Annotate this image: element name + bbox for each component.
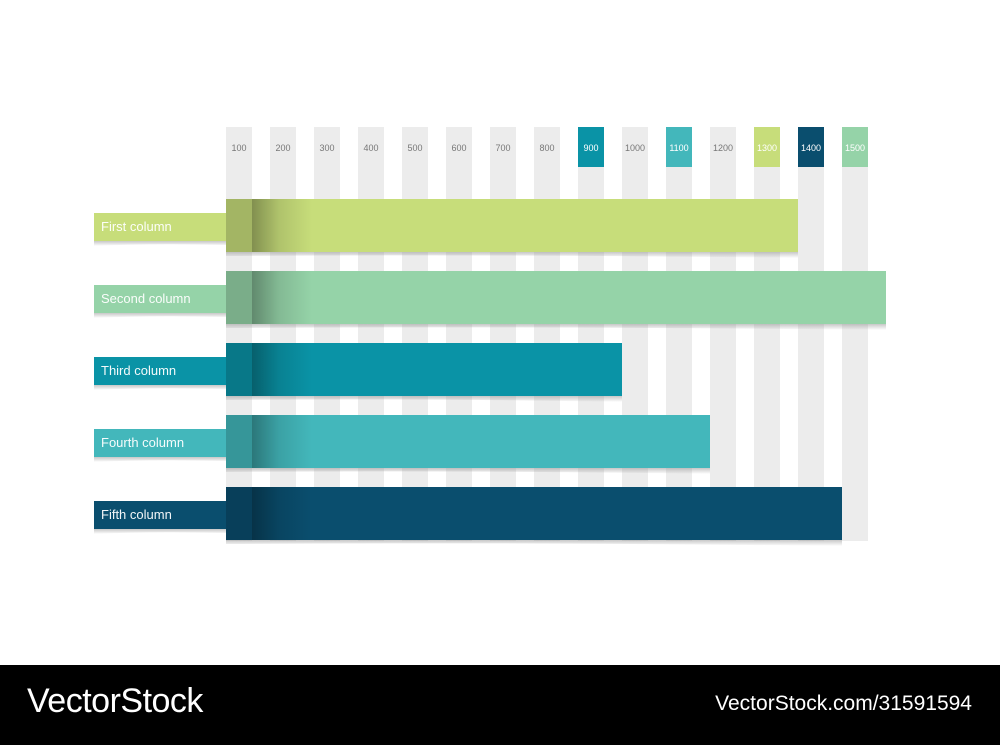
tick-highlight (754, 127, 780, 167)
x-tick-label: 1200 (713, 143, 733, 153)
grid-column (314, 127, 340, 541)
category-label-tab (94, 357, 226, 385)
x-tick-label: 700 (495, 143, 510, 153)
brand-logo: VectorStock (27, 682, 203, 720)
bar-fold (226, 271, 252, 324)
category-label: First column (101, 219, 172, 234)
footer-banner: VectorStock VectorStock.com/31591594 (0, 665, 1000, 745)
bar-chart: 100 200 300 400 500 600 700 800 900 1000 1100 1200 1… (94, 127, 886, 546)
x-tick-label: 600 (451, 143, 466, 153)
x-tick-label: 200 (275, 143, 290, 153)
bar-shadow (226, 396, 622, 402)
x-tick-label: 500 (407, 143, 422, 153)
bar-fold-gradient (252, 487, 312, 540)
x-tick-label: 1300 (757, 143, 777, 153)
x-tick-label: 1400 (801, 143, 821, 153)
bar (226, 487, 842, 540)
grid-column (622, 127, 648, 541)
category-label-tab (94, 285, 226, 313)
grid-column (226, 127, 252, 541)
tick-highlight (578, 127, 604, 167)
x-tick-label: 100 (231, 143, 246, 153)
x-tick-label: 400 (363, 143, 378, 153)
label-tab-shadow (94, 313, 226, 318)
grid-column (754, 127, 780, 541)
x-axis-ticks: 100 200 300 400 500 600 700 800 900 1000 1100 1200 1… (231, 127, 868, 167)
bar-fold (226, 199, 252, 252)
grid-column (534, 127, 560, 541)
grid-column (402, 127, 428, 541)
bar-shadow (226, 540, 842, 546)
grid-column (358, 127, 384, 541)
label-tab-shadow (94, 529, 226, 534)
bar-shadow (226, 468, 710, 474)
category-label: Second column (101, 291, 191, 306)
label-tab-shadow (94, 385, 226, 390)
x-tick-label: 1500 (845, 143, 865, 153)
bar-shadow (226, 324, 886, 330)
bar-fold-gradient (252, 199, 312, 252)
grid-column (578, 127, 604, 541)
category-label-tab (94, 213, 226, 241)
label-tab-shadow (94, 241, 226, 246)
x-tick-label: 800 (539, 143, 554, 153)
bar-fold-gradient (252, 343, 312, 396)
category-label-tab (94, 429, 226, 457)
tick-highlight (842, 127, 868, 167)
bar-fold (226, 415, 252, 468)
grid-column (446, 127, 472, 541)
bar-shadow (226, 252, 798, 258)
grid-column (666, 127, 692, 541)
label-tab-shadow (94, 457, 226, 462)
grid-column (270, 127, 296, 541)
category-label: Fourth column (101, 435, 184, 450)
category-label-tab (94, 501, 226, 529)
tick-highlight (666, 127, 692, 167)
bar (226, 271, 886, 324)
category-label: Third column (101, 363, 176, 378)
bar-fold-gradient (252, 415, 312, 468)
x-tick-label: 1100 (669, 143, 688, 153)
bar (226, 199, 798, 252)
bar-fold (226, 343, 252, 396)
grid-columns (226, 127, 868, 541)
category-label: Fifth column (101, 507, 172, 522)
bar-fold-gradient (252, 271, 312, 324)
x-tick-label: 1000 (625, 143, 645, 153)
grid-column (490, 127, 516, 541)
bars: First column Second column Third column Fou… (94, 199, 886, 546)
tick-highlight (798, 127, 824, 167)
image-id-url: VectorStock.com/31591594 (715, 692, 972, 715)
grid-column (798, 127, 824, 541)
x-tick-label: 300 (319, 143, 334, 153)
bar-fold (226, 487, 252, 540)
grid-column (842, 127, 868, 541)
x-tick-label: 900 (583, 143, 598, 153)
grid-column (710, 127, 736, 541)
